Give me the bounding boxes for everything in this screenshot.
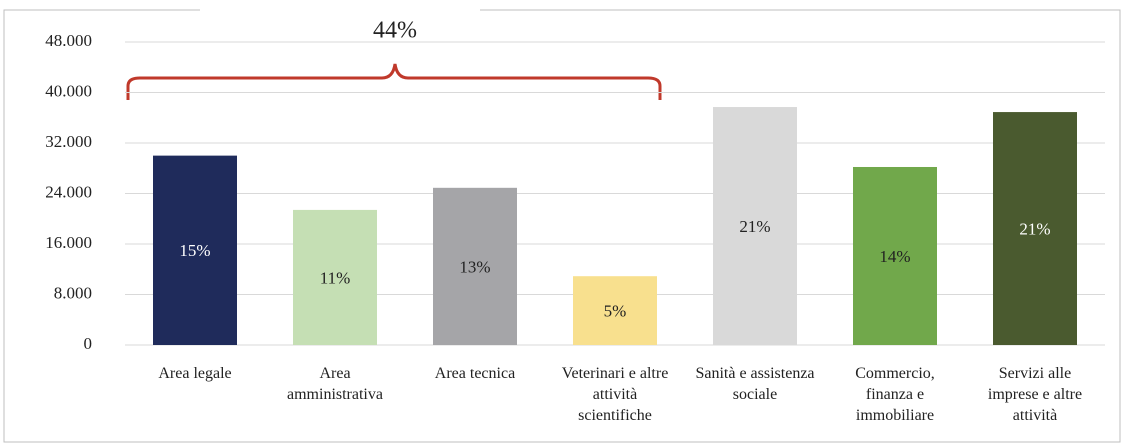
bar-label: 15%	[179, 241, 210, 260]
y-tick-label: 8.000	[54, 283, 92, 302]
bar-label: 21%	[1019, 219, 1050, 238]
y-tick-label: 24.000	[45, 182, 92, 201]
x-tick-label: Sanità e assistenza sociale	[695, 365, 815, 403]
bar-label: 21%	[739, 217, 770, 236]
bar	[853, 166, 937, 345]
y-tick-label: 40.000	[45, 81, 92, 100]
annotation: 44%	[373, 18, 417, 44]
bar	[433, 187, 517, 345]
bar-label: 5%	[604, 302, 627, 321]
y-tick-label: 32.000	[45, 132, 92, 151]
x-tick-label: Veterinari e altre attività scientifiche	[561, 365, 669, 424]
bar	[713, 107, 797, 345]
bar	[993, 112, 1077, 345]
bar-label: 14%	[879, 247, 910, 266]
y-tick-label: 16.000	[45, 233, 92, 252]
x-tick-label: Area legale	[158, 365, 232, 382]
bar	[573, 276, 657, 345]
bar-label: 13%	[459, 257, 490, 276]
y-tick-label: 0	[84, 334, 93, 353]
title-mask	[200, 0, 480, 14]
annotation-brace	[126, 63, 662, 100]
x-tick-label: Area tecnica	[434, 365, 516, 382]
bar-label: 11%	[320, 268, 351, 287]
bar	[153, 155, 237, 345]
y-tick-label: 48.000	[45, 31, 92, 50]
bar	[293, 209, 377, 345]
x-tick-label: Area amministrativa	[287, 365, 383, 403]
chart-border	[3, 9, 1121, 443]
x-tick-label: Servizi alle imprese e altre attività	[987, 365, 1083, 424]
x-tick-label: Commercio, finanza e immobiliare	[855, 365, 935, 424]
